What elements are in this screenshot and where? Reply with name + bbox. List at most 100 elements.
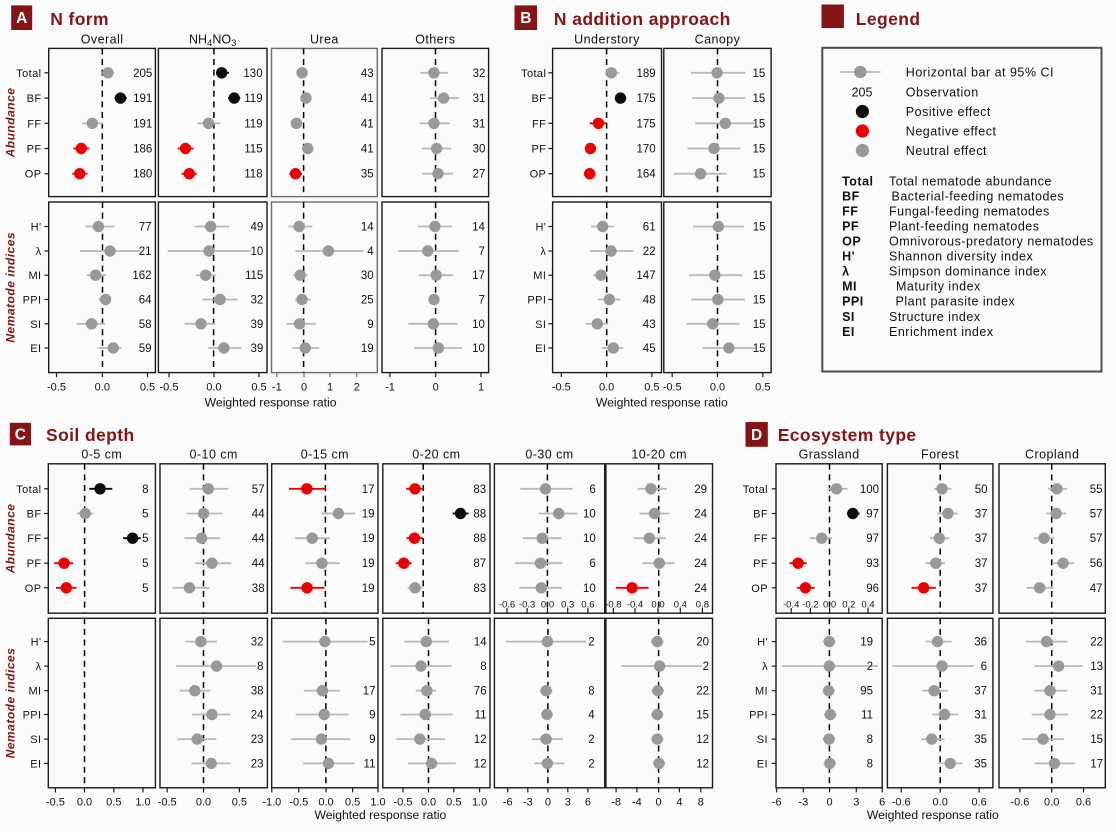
svg-text:61: 61 bbox=[643, 222, 656, 234]
svg-text:15: 15 bbox=[753, 319, 766, 331]
svg-text:19: 19 bbox=[362, 583, 375, 595]
svg-text:49: 49 bbox=[251, 222, 264, 234]
svg-text:175: 175 bbox=[637, 93, 656, 105]
svg-text:58: 58 bbox=[139, 319, 152, 331]
svg-text:25: 25 bbox=[361, 295, 374, 307]
svg-text:Ecosystem type: Ecosystem type bbox=[778, 425, 917, 445]
svg-text:Forest: Forest bbox=[921, 447, 959, 461]
svg-text:147: 147 bbox=[636, 270, 655, 282]
svg-text:Neutral effect: Neutral effect bbox=[906, 144, 987, 158]
svg-text:37: 37 bbox=[975, 533, 988, 545]
svg-text:11: 11 bbox=[475, 710, 487, 722]
svg-text:PF: PF bbox=[842, 220, 859, 234]
svg-text:8: 8 bbox=[698, 797, 704, 809]
svg-text:37: 37 bbox=[975, 583, 988, 595]
svg-text:95: 95 bbox=[860, 686, 873, 698]
svg-text:-0.5: -0.5 bbox=[160, 382, 179, 394]
svg-text:41: 41 bbox=[361, 118, 374, 130]
svg-text:83: 83 bbox=[473, 484, 486, 496]
svg-text:Weighted response ratio: Weighted response ratio bbox=[596, 396, 728, 410]
svg-text:Total nematode abundance: Total nematode abundance bbox=[889, 174, 1052, 188]
svg-text:0-5 cm: 0-5 cm bbox=[81, 447, 122, 461]
svg-text:32: 32 bbox=[473, 68, 486, 80]
svg-text:Plant parasite index: Plant parasite index bbox=[896, 295, 1016, 309]
svg-text:57: 57 bbox=[1090, 509, 1103, 521]
svg-text:44: 44 bbox=[252, 558, 265, 570]
svg-text:6: 6 bbox=[879, 797, 885, 809]
svg-text:0.0: 0.0 bbox=[196, 797, 211, 809]
svg-text:0.6: 0.6 bbox=[1076, 797, 1091, 809]
svg-text:35: 35 bbox=[974, 734, 987, 746]
svg-text:22: 22 bbox=[1090, 637, 1103, 649]
svg-text:0.5: 0.5 bbox=[251, 382, 266, 394]
svg-text:OP: OP bbox=[530, 169, 547, 181]
svg-text:15: 15 bbox=[753, 270, 766, 282]
svg-text:22: 22 bbox=[1090, 710, 1103, 722]
svg-text:0.5: 0.5 bbox=[140, 382, 155, 394]
svg-text:-0.3: -0.3 bbox=[519, 599, 535, 610]
svg-text:170: 170 bbox=[637, 144, 656, 156]
svg-text:EI: EI bbox=[535, 343, 546, 355]
svg-text:H': H' bbox=[31, 637, 42, 649]
svg-text:Total: Total bbox=[16, 68, 41, 80]
svg-text:Nematode indices: Nematode indices bbox=[4, 232, 18, 343]
svg-text:41: 41 bbox=[361, 144, 374, 156]
svg-text:Enrichment index: Enrichment index bbox=[889, 325, 994, 339]
svg-text:0: 0 bbox=[827, 797, 833, 809]
svg-text:5: 5 bbox=[142, 583, 148, 595]
svg-text:37: 37 bbox=[975, 509, 988, 521]
svg-text:OP: OP bbox=[25, 169, 42, 181]
svg-text:Plant-feeding nematodes: Plant-feeding nematodes bbox=[889, 220, 1039, 234]
svg-text:0.4: 0.4 bbox=[861, 599, 874, 610]
svg-text:4: 4 bbox=[588, 710, 595, 722]
svg-text:0.8: 0.8 bbox=[696, 599, 709, 610]
svg-text:BF: BF bbox=[531, 93, 546, 105]
svg-text:Horizontal bar at 95% CI: Horizontal bar at 95% CI bbox=[906, 65, 1054, 79]
svg-text:0.0: 0.0 bbox=[541, 599, 554, 610]
svg-text:17: 17 bbox=[472, 270, 485, 282]
svg-text:1: 1 bbox=[327, 382, 333, 394]
svg-text:15: 15 bbox=[753, 118, 766, 130]
svg-text:OP: OP bbox=[842, 235, 861, 249]
svg-text:Structure index: Structure index bbox=[889, 310, 981, 324]
svg-text:Shannon diversity index: Shannon diversity index bbox=[889, 250, 1033, 264]
svg-text:0.5: 0.5 bbox=[106, 797, 121, 809]
svg-text:180: 180 bbox=[133, 169, 152, 181]
svg-text:0: 0 bbox=[433, 382, 439, 394]
svg-text:0.0: 0.0 bbox=[77, 797, 92, 809]
svg-text:PF: PF bbox=[27, 144, 42, 156]
svg-text:8: 8 bbox=[480, 661, 486, 673]
svg-text:FF: FF bbox=[842, 204, 858, 218]
svg-text:PPI: PPI bbox=[23, 710, 42, 722]
svg-text:39: 39 bbox=[251, 343, 264, 355]
svg-text:19: 19 bbox=[860, 637, 873, 649]
svg-text:186: 186 bbox=[133, 144, 152, 156]
svg-text:44: 44 bbox=[252, 533, 265, 545]
svg-text:15: 15 bbox=[753, 144, 766, 156]
svg-text:96: 96 bbox=[866, 583, 879, 595]
svg-text:100: 100 bbox=[860, 484, 879, 496]
svg-text:-0.6: -0.6 bbox=[892, 797, 911, 809]
svg-text:10: 10 bbox=[472, 319, 485, 331]
svg-text:43: 43 bbox=[361, 68, 374, 80]
svg-text:PF: PF bbox=[753, 558, 768, 570]
svg-text:Grassland: Grassland bbox=[799, 447, 860, 461]
svg-text:A: A bbox=[16, 10, 27, 27]
svg-text:5: 5 bbox=[369, 637, 375, 649]
svg-text:-0.4: -0.4 bbox=[627, 599, 643, 610]
svg-text:FF: FF bbox=[532, 118, 546, 130]
svg-text:Cropland: Cropland bbox=[1025, 447, 1079, 461]
svg-text:1.0: 1.0 bbox=[135, 797, 150, 809]
svg-text:PPI: PPI bbox=[749, 710, 768, 722]
svg-text:24: 24 bbox=[694, 558, 707, 570]
svg-text:PPI: PPI bbox=[23, 295, 42, 307]
svg-text:10: 10 bbox=[472, 343, 485, 355]
svg-text:10: 10 bbox=[583, 583, 596, 595]
svg-text:λ: λ bbox=[540, 246, 546, 258]
svg-text:MI: MI bbox=[28, 270, 41, 282]
svg-text:-3: -3 bbox=[798, 797, 808, 809]
svg-text:Observation: Observation bbox=[906, 86, 979, 100]
svg-text:EI: EI bbox=[757, 758, 768, 770]
svg-text:-6: -6 bbox=[503, 797, 513, 809]
svg-text:BF: BF bbox=[27, 509, 42, 521]
